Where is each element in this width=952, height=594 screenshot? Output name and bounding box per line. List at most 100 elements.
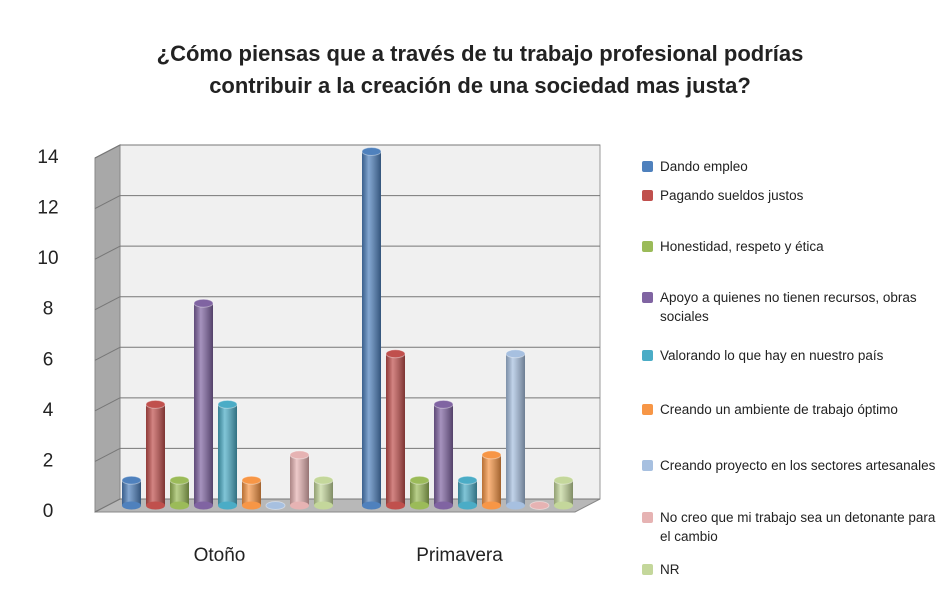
legend-item: Creando un ambiente de trabajo óptimo [640,400,940,419]
bar-shade [482,454,501,506]
chart-title: ¿Cómo piensas que a través de tu trabajo… [156,41,804,98]
legend-label: NR [660,562,680,577]
y-tick-label: 14 [37,147,59,168]
legend-label: No creo que mi trabajo sea un detonante … [660,510,936,544]
bar-top [169,475,190,485]
bar [481,450,502,510]
x-tick-label: Otoño [194,545,246,566]
bar-top [265,501,286,510]
legend-item: Valorando lo que hay en nuestro país [640,346,940,365]
legend-item: Pagando sueldos justos [640,186,940,205]
y-tick-label: 2 [43,450,54,471]
bar-bottom [146,501,165,510]
legend-item: Honestidad, respeto y ética [640,237,940,256]
legend-swatch [642,292,653,303]
bar-shade [506,353,525,506]
bar-shade [170,480,189,506]
bar [121,475,142,510]
legend-item: No creo que mi trabajo sea un detonante … [640,508,940,546]
legend-swatch [642,241,653,252]
bar-top [145,399,166,409]
bar-bottom [290,501,309,510]
legend-label: Creando un ambiente de trabajo óptimo [660,402,898,417]
bar-bottom [122,501,141,510]
bar-shade [410,480,429,506]
legend-swatch [642,161,653,172]
bar [385,349,406,510]
y-tick-label: 4 [43,400,54,421]
bar-bottom [314,501,333,510]
back-wall [119,144,601,500]
bar-top [433,399,454,409]
bar-top [553,475,574,485]
grid-line-side [94,144,121,159]
legend-item: NR [640,560,940,579]
y-tick-label: 8 [43,299,54,320]
bar-shade [362,151,381,506]
bar [241,475,262,510]
bar-bottom [506,501,525,510]
bar-shade [194,303,213,506]
grid-line-side [94,447,121,462]
bar-top [289,450,310,460]
bar-top [241,475,262,485]
grid-line-side [94,245,121,260]
bar-shade [218,404,237,506]
bar-top [193,298,214,308]
bar-bottom [410,501,429,510]
legend-label: Honestidad, respeto y ética [660,239,824,254]
bar [409,475,430,510]
bar [457,475,478,510]
bar-top [505,349,526,359]
bar-bottom [458,501,477,510]
bar [553,475,574,510]
bar-bottom [170,501,189,510]
bar-shade [314,480,333,506]
grid-line-side [94,498,121,513]
bar-shade [242,480,261,506]
bar-shade [386,353,405,506]
grid-line-side [94,296,121,311]
legend-label: Pagando sueldos justos [660,188,804,203]
bar-top [121,475,142,485]
bar [529,501,550,510]
bar-bottom [554,501,573,510]
bar [505,349,526,510]
bar-top [481,450,502,460]
bar [193,298,214,510]
bar [265,501,286,510]
bar-bottom [482,501,501,510]
y-tick-label: 10 [37,248,58,269]
legend: Dando empleo Pagando sueldos justos Honest… [640,0,940,594]
bar-top [313,475,334,485]
bar-bottom [218,501,237,510]
y-tick-label: 0 [43,501,54,522]
bar-shade [434,404,453,506]
bar-top [457,475,478,485]
bar-shade [554,480,573,506]
bar-bottom [194,501,213,510]
bar-shade [458,480,477,506]
legend-label: Apoyo a quienes no tienen recursos, obra… [660,290,917,324]
bar [433,399,454,510]
bar-bottom [386,501,405,510]
bar-top [217,399,238,409]
bar-shade [122,480,141,506]
bar [289,450,310,510]
grid-line-side [94,346,121,361]
bar [313,475,334,510]
bar [361,147,382,510]
bar-shade [290,454,309,506]
legend-swatch [642,350,653,361]
bar [217,399,238,510]
x-tick-label: Primavera [416,545,503,566]
bar-top [529,501,550,510]
legend-swatch [642,564,653,575]
legend-item: Dando empleo [640,157,940,176]
bar-bottom [434,501,453,510]
bar-bottom [242,501,261,510]
side-wall [94,144,121,513]
legend-item: Apoyo a quienes no tienen recursos, obra… [640,288,940,326]
legend-item: Creando proyecto en los sectores artesan… [640,456,940,475]
